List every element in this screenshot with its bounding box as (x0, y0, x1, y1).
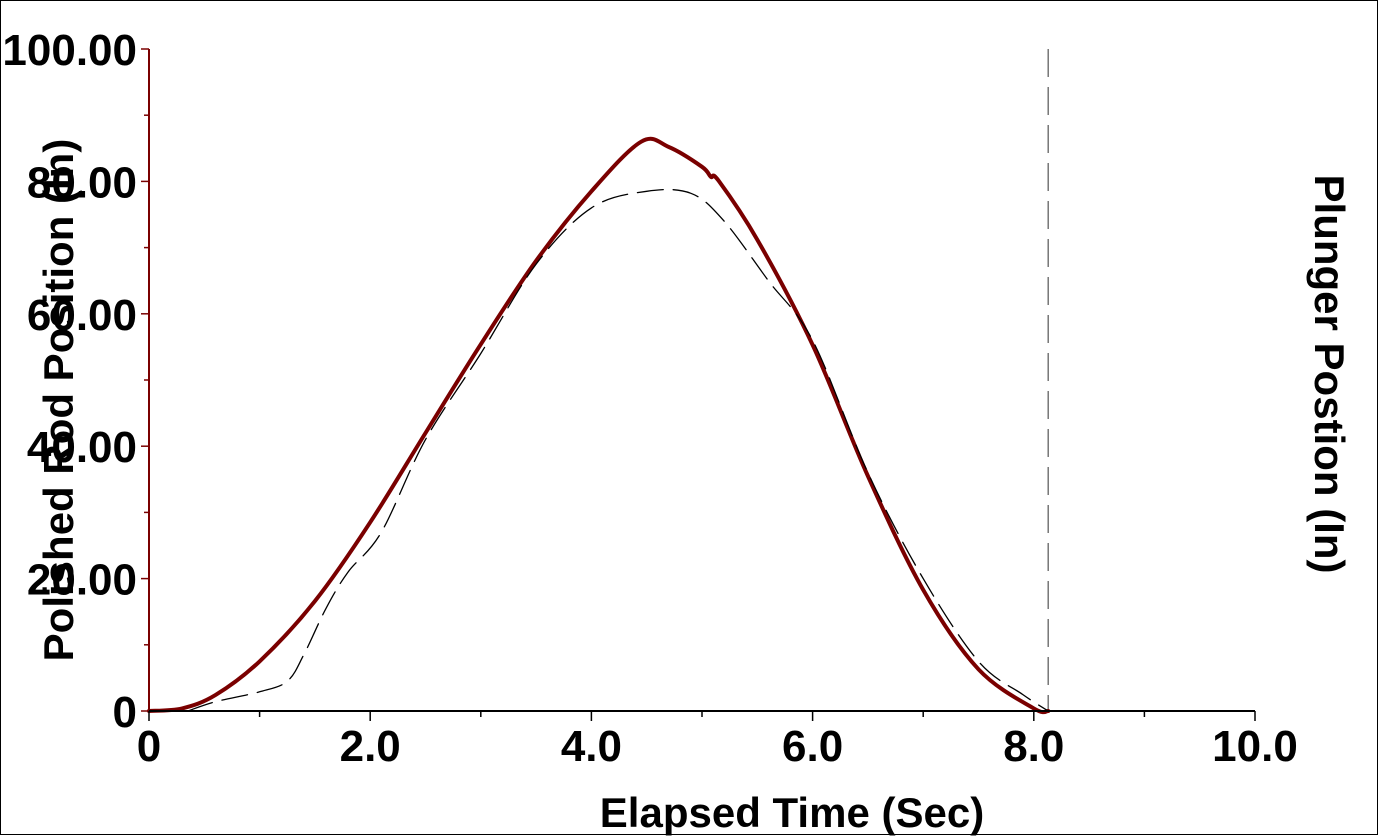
x-tick-label: 4.0 (561, 722, 622, 771)
y-tick-label: 100.00 (2, 26, 137, 75)
x-tick-label: 8.0 (1003, 722, 1064, 771)
series-layer (147, 136, 1051, 715)
y-tick-label: 60.00 (27, 291, 137, 340)
y-axis-title: Polished Rod Position (In) (35, 139, 82, 662)
ticks-layer (141, 48, 1256, 721)
x-tick-label: 10.0 (1212, 722, 1298, 771)
y-tick-label: 20.00 (27, 556, 137, 605)
polished-rod-position-line (147, 136, 1051, 715)
y-axis-right-title: Plunger Postion (In) (1306, 175, 1353, 574)
x-axis-title: Elapsed Time (Sec) (600, 789, 984, 836)
plunger-position-line (187, 188, 1049, 712)
x-tick-label: 2.0 (340, 722, 401, 771)
tick-labels-layer: 0 20.00 40.00 60.00 80.00 100.00 0 2.0 4.0 6.0 8.0… (2, 26, 1297, 771)
axes-layer (148, 49, 1255, 712)
x-tick-label: 6.0 (782, 722, 843, 771)
y-tick-label: 0 (113, 688, 137, 737)
y-tick-label: 40.00 (27, 423, 137, 472)
y-tick-label: 80.00 (27, 158, 137, 207)
x-tick-label: 0 (137, 722, 161, 771)
